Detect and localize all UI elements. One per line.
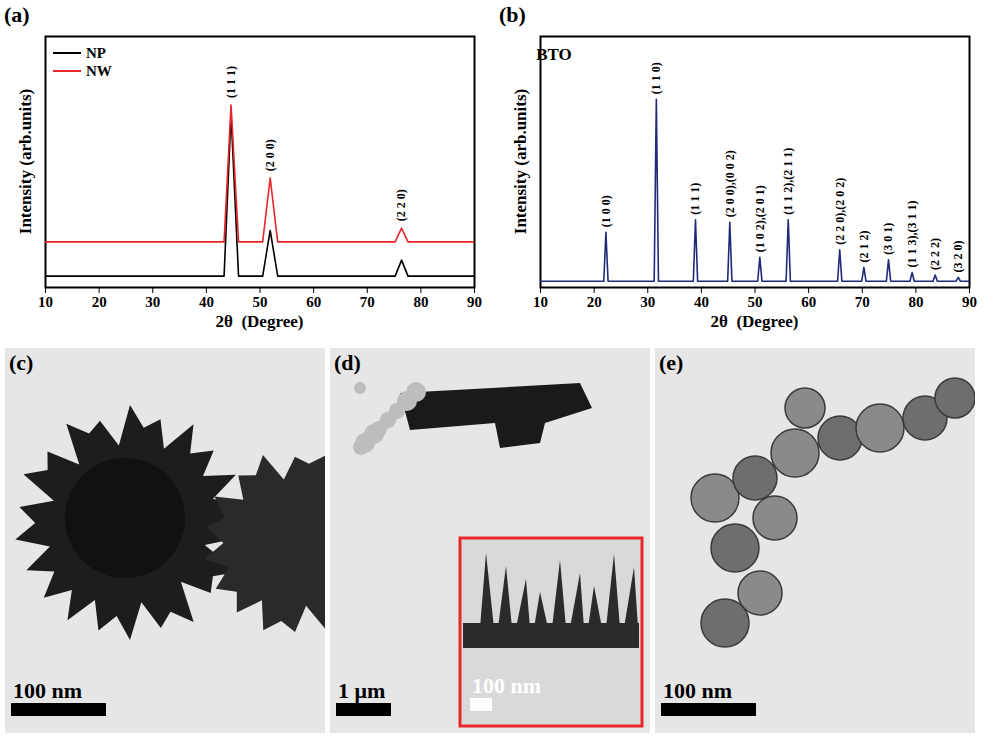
svg-text:(1 1 2),(2 1 1): (1 1 2),(2 1 1) bbox=[781, 148, 795, 215]
svg-text:(3 0 1): (3 0 1) bbox=[881, 223, 895, 255]
svg-text:30: 30 bbox=[145, 294, 160, 310]
svg-text:Intensity (arb.units): Intensity (arb.units) bbox=[16, 89, 35, 234]
svg-text:60: 60 bbox=[801, 294, 816, 310]
svg-text:10: 10 bbox=[533, 294, 548, 310]
svg-text:50: 50 bbox=[748, 294, 763, 310]
svg-text:100 nm: 100 nm bbox=[13, 678, 82, 703]
html-text:(c): (c) bbox=[9, 350, 34, 375]
svg-text:100 nm: 100 nm bbox=[663, 678, 732, 703]
svg-text:(2 0 0): (2 0 0) bbox=[263, 139, 277, 171]
svg-text:90: 90 bbox=[962, 294, 977, 310]
svg-text:40: 40 bbox=[199, 294, 214, 310]
svg-text:30: 30 bbox=[640, 294, 655, 310]
svg-text:10: 10 bbox=[38, 294, 53, 310]
svg-text:100 nm: 100 nm bbox=[472, 673, 541, 698]
html-text:(e): (e) bbox=[659, 350, 684, 375]
svg-text:(2 2 0): (2 2 0) bbox=[394, 189, 408, 221]
svg-text:80: 80 bbox=[413, 294, 428, 310]
html-text:(a): (a) bbox=[4, 2, 30, 27]
svg-text:(1 0 0): (1 0 0) bbox=[599, 195, 613, 227]
html-text:NP: NP bbox=[86, 44, 106, 61]
svg-text:(2 1 2): (2 1 2) bbox=[857, 230, 871, 262]
svg-text:60: 60 bbox=[306, 294, 321, 310]
svg-text:70: 70 bbox=[855, 294, 870, 310]
svg-text:80: 80 bbox=[908, 294, 923, 310]
svg-text:2θ (Degree): 2θ (Degree) bbox=[711, 312, 799, 331]
html-text:NW: NW bbox=[86, 62, 112, 79]
svg-text:BTO: BTO bbox=[536, 45, 572, 64]
html-text:(d): (d) bbox=[334, 350, 361, 375]
svg-text:90: 90 bbox=[467, 294, 482, 310]
svg-text:1 μm: 1 μm bbox=[338, 678, 385, 703]
svg-text:70: 70 bbox=[360, 294, 375, 310]
svg-text:50: 50 bbox=[253, 294, 268, 310]
svg-text:(1 1 1): (1 1 1) bbox=[688, 183, 702, 215]
svg-text:40: 40 bbox=[694, 294, 709, 310]
svg-text:2θ (Degree): 2θ (Degree) bbox=[216, 312, 304, 331]
svg-text:(1 1 1): (1 1 1) bbox=[224, 66, 238, 98]
svg-text:(3 2 0): (3 2 0) bbox=[951, 240, 965, 272]
html-text:(b): (b) bbox=[499, 2, 526, 27]
svg-text:(2 0 0),(0 0 2): (2 0 0),(0 0 2) bbox=[723, 150, 737, 217]
svg-text:(1 1 3),(3 1 1): (1 1 3),(3 1 1) bbox=[905, 200, 919, 267]
svg-text:(1 1 0): (1 1 0) bbox=[649, 62, 663, 94]
svg-text:(2 2 2): (2 2 2) bbox=[928, 238, 942, 270]
svg-text:20: 20 bbox=[587, 294, 602, 310]
svg-text:(1 0 2),(2 0 1): (1 0 2),(2 0 1) bbox=[753, 185, 767, 252]
svg-text:Intensity (arb.units): Intensity (arb.units) bbox=[511, 89, 530, 234]
svg-text:20: 20 bbox=[92, 294, 107, 310]
svg-text:(2 2 0),(2 0 2): (2 2 0),(2 0 2) bbox=[833, 178, 847, 245]
